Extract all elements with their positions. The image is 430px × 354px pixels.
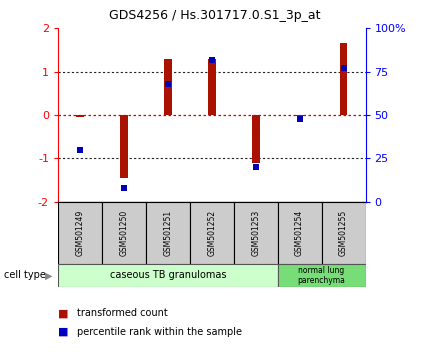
Bar	[58, 202, 102, 264]
Text: GSM501250: GSM501250	[120, 210, 129, 256]
Text: GSM501253: GSM501253	[251, 210, 260, 256]
Text: normal lung
parenchyma: normal lung parenchyma	[298, 266, 346, 285]
Bar	[164, 59, 172, 115]
Text: GSM501252: GSM501252	[207, 210, 216, 256]
Text: GDS4256 / Hs.301717.0.S1_3p_at: GDS4256 / Hs.301717.0.S1_3p_at	[109, 9, 321, 22]
Text: transformed count: transformed count	[77, 308, 168, 318]
Bar	[296, 115, 304, 116]
Bar	[208, 59, 216, 115]
Bar	[190, 202, 234, 264]
Bar	[76, 115, 84, 117]
Text: caseous TB granulomas: caseous TB granulomas	[110, 270, 226, 280]
Text: GSM501254: GSM501254	[295, 210, 304, 256]
Bar	[102, 202, 146, 264]
Text: cell type: cell type	[4, 270, 46, 280]
Bar	[278, 202, 322, 264]
Bar	[58, 264, 278, 287]
Text: ■: ■	[58, 327, 68, 337]
Text: GSM501251: GSM501251	[163, 210, 172, 256]
Text: ▶: ▶	[45, 270, 52, 280]
Bar	[234, 202, 278, 264]
Text: GSM501255: GSM501255	[339, 210, 348, 256]
Text: ■: ■	[58, 308, 68, 318]
Text: GSM501249: GSM501249	[76, 210, 85, 256]
Bar	[146, 202, 190, 264]
Bar	[340, 44, 347, 115]
Text: percentile rank within the sample: percentile rank within the sample	[77, 327, 243, 337]
Bar	[278, 264, 366, 287]
Bar	[120, 115, 128, 178]
Bar	[322, 202, 366, 264]
Bar	[252, 115, 260, 163]
